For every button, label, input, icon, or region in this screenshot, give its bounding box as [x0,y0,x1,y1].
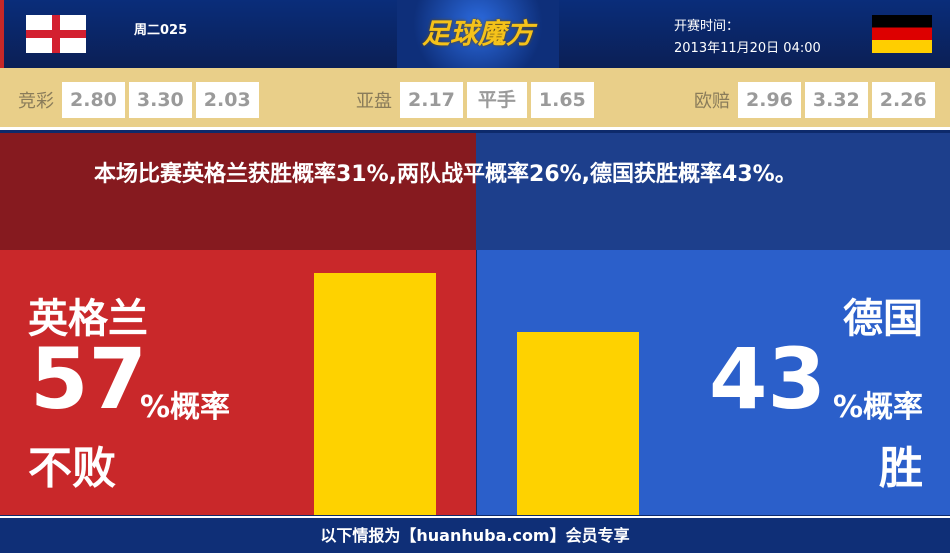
away-percent-unit: %概率 [832,390,923,425]
odds-label: 亚盘 [356,91,392,112]
odds-value: 2.80 [62,82,125,118]
away-team: 德国 [843,296,923,342]
away-outcome: 胜 [879,443,923,494]
odds-value: 2.26 [871,82,935,118]
odds-yapan: 亚盘 2.17 平手 1.65 [356,82,594,118]
odds-bar: 竞彩 2.80 3.30 2.03 亚盘 2.17 平手 1.65 欧赔 2.9… [0,68,950,130]
away-percent: 43 [709,330,826,428]
kickoff-time: 2013年11月20日 04:00 [674,41,821,56]
home-panel: 英格兰 57 %概率 不败 [0,250,476,515]
match-number: 周二025 [134,23,188,38]
logo: 足球魔方 [397,0,559,68]
odds-value: 2.17 [400,82,463,118]
away-panel: 德国 43 %概率 胜 [477,250,950,515]
member-footer-link[interactable]: 以下情报为【huanhuba.com】会员专享 [0,516,950,553]
kickoff-label: 开赛时间： [674,19,740,34]
summary-text: 本场比赛英格兰获胜概率31%,两队战平概率26%,德国获胜概率43%。 [94,162,797,187]
odds-value: 2.03 [195,82,259,118]
home-outcome: 不败 [28,443,116,494]
summary-panel: 本场比赛英格兰获胜概率31%,两队战平概率26%,德国获胜概率43%。 [0,133,950,250]
home-percent-unit: %概率 [140,390,231,425]
england-flag-icon [26,15,86,53]
odds-oupei: 欧赔 2.96 3.32 2.26 [694,82,935,118]
odds-value: 1.65 [530,82,594,118]
odds-jingcai: 竞彩 2.80 3.30 2.03 [18,82,259,118]
odds-value: 平手 [466,82,527,118]
logo-text: 足球魔方 [421,17,534,50]
home-team: 英格兰 [28,296,148,342]
home-percent: 57 [30,330,147,428]
germany-flag-icon [872,15,932,53]
odds-label: 欧赔 [694,91,730,112]
odds-label: 竞彩 [18,91,54,112]
home-probability-bar [314,273,436,515]
odds-value: 3.30 [128,82,192,118]
away-probability-bar [517,332,639,515]
odds-value: 2.96 [738,82,801,118]
odds-value: 3.32 [804,82,868,118]
match-header: 周二025 足球魔方 开赛时间： 2013年11月20日 04:00 [0,0,950,68]
